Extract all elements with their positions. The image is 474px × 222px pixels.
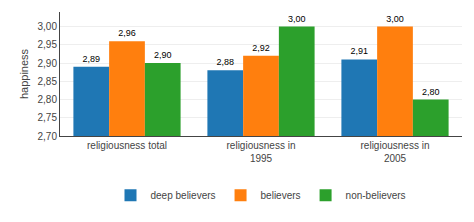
svg-text:2,70: 2,70	[38, 131, 58, 142]
svg-text:2,90: 2,90	[38, 58, 58, 69]
svg-text:non-believers: non-believers	[346, 190, 406, 201]
svg-text:religiousness in1995: religiousness in1995	[227, 140, 296, 164]
svg-text:2,75: 2,75	[38, 112, 58, 123]
svg-text:2,96: 2,96	[118, 28, 136, 38]
svg-text:3,00: 3,00	[288, 14, 306, 24]
svg-text:2,80: 2,80	[422, 87, 440, 97]
svg-text:2,92: 2,92	[252, 43, 270, 53]
svg-text:2,90: 2,90	[154, 50, 172, 60]
svg-text:2,80: 2,80	[38, 94, 58, 105]
svg-text:2,95: 2,95	[38, 39, 58, 50]
svg-text:2,89: 2,89	[82, 54, 100, 64]
svg-text:3,00: 3,00	[386, 14, 404, 24]
svg-text:deep believers: deep believers	[151, 190, 216, 201]
svg-text:2,85: 2,85	[38, 76, 58, 87]
svg-text:happiness: happiness	[18, 48, 30, 99]
svg-text:2,88: 2,88	[216, 57, 234, 67]
svg-text:religiousness in2005: religiousness in2005	[361, 140, 430, 164]
svg-text:believers: believers	[261, 190, 301, 201]
svg-text:religiousness total: religiousness total	[87, 140, 167, 151]
svg-text:3,00: 3,00	[38, 21, 58, 32]
svg-text:2,91: 2,91	[350, 46, 368, 56]
